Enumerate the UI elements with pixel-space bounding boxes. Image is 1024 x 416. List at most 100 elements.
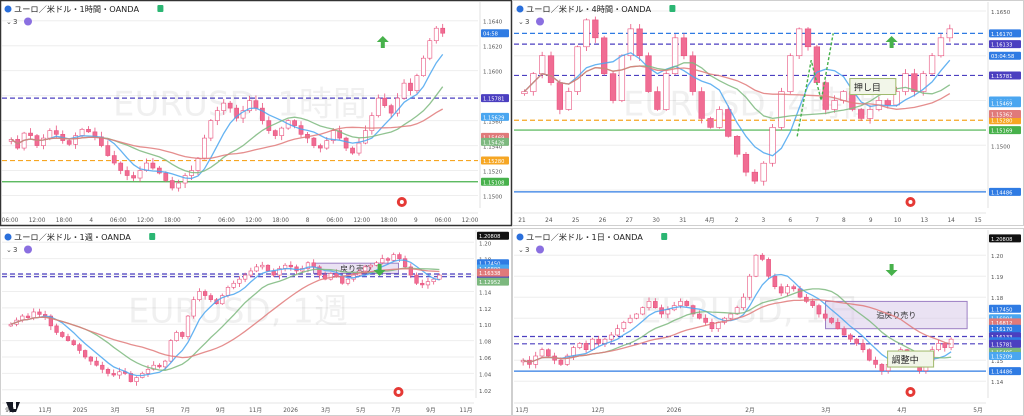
candle-body (118, 162, 124, 171)
price-tag[interactable] (989, 109, 1021, 118)
price-tag[interactable] (989, 234, 1021, 243)
panel-title[interactable]: ユーロ／米ドル・4時間・OANDA (526, 4, 651, 14)
us-event-dot-icon (399, 200, 404, 204)
x-tick-label: 13 (921, 218, 929, 224)
indicator-icon[interactable] (536, 245, 544, 254)
price-tag[interactable] (481, 112, 509, 121)
flag-icon[interactable] (669, 5, 676, 12)
candle-body (237, 278, 242, 284)
candle-body (615, 328, 620, 336)
chart-panel-d1: EURUSD, 1日追戻り売り調整中1.141.151.161.171.181.… (512, 228, 1024, 416)
price-tag[interactable] (989, 71, 1021, 80)
candle-body (760, 162, 767, 182)
price-tag[interactable] (989, 318, 1021, 327)
annotation-box[interactable] (887, 350, 935, 368)
panel-title[interactable]: ユーロ／米ドル・1日・OANDA (526, 232, 643, 242)
candle-body (645, 55, 652, 92)
x-tick-label: 5月 (146, 407, 156, 414)
flag-icon[interactable] (157, 5, 164, 12)
candle-body (272, 130, 278, 136)
candle-body (547, 55, 555, 83)
candle-body (433, 27, 439, 42)
price-tag[interactable] (989, 352, 1021, 360)
candle-body (362, 266, 368, 272)
candle-body (157, 364, 162, 368)
indicator-count[interactable]: 3 (525, 18, 529, 26)
candle-body (305, 262, 311, 269)
panel-title[interactable]: ユーロ／米ドル・1週・OANDA (14, 232, 131, 242)
collapse-chevron-icon[interactable]: ⌄ (518, 246, 524, 254)
indicator-count[interactable]: 3 (13, 18, 17, 26)
y-tick-label: 1.02 (479, 389, 491, 395)
candle-body (854, 338, 860, 344)
price-tag[interactable] (989, 99, 1021, 108)
price-tag[interactable] (989, 40, 1021, 49)
candle-body (697, 313, 702, 319)
candle-body (328, 273, 333, 280)
price-tag[interactable] (477, 277, 509, 286)
symbol-icon[interactable] (4, 5, 12, 13)
collapse-chevron-icon[interactable]: ⌄ (6, 18, 12, 26)
candle-body (265, 264, 271, 272)
flag-icon[interactable] (149, 233, 156, 240)
price-tag[interactable] (481, 137, 509, 146)
candle-body (163, 172, 169, 181)
indicator-count[interactable]: 3 (13, 246, 17, 254)
candle-body (317, 145, 323, 149)
price-tag[interactable] (481, 156, 509, 165)
price-tag[interactable] (989, 324, 1021, 333)
arrow-up-icon (885, 36, 898, 48)
indicator-icon[interactable] (24, 17, 32, 26)
collapse-chevron-icon[interactable]: ⌄ (6, 246, 12, 254)
candle-body (778, 286, 784, 294)
candle-body (282, 264, 288, 269)
candle-body (556, 82, 564, 110)
price-tag[interactable] (989, 367, 1021, 376)
candle-body (640, 307, 646, 315)
candle-body (260, 264, 265, 268)
indicator-icon[interactable] (536, 17, 544, 26)
symbol-icon[interactable] (4, 233, 12, 241)
price-tag[interactable] (989, 126, 1021, 135)
price-tag[interactable] (989, 339, 1021, 348)
flag-icon[interactable] (661, 233, 668, 240)
candle-body (271, 270, 276, 276)
price-tag[interactable] (481, 177, 509, 186)
y-tick-label: 1.1600 (483, 70, 503, 76)
price-tag[interactable] (477, 268, 509, 277)
price-tag[interactable] (989, 116, 1021, 125)
x-tick-label: 25 (572, 218, 580, 224)
us-event-dot-icon (396, 390, 401, 394)
candle-body (202, 137, 207, 159)
candle-body (574, 46, 581, 92)
annotation-box[interactable] (849, 78, 897, 96)
candle-body (698, 91, 705, 119)
x-tick-label: 12:00 (462, 218, 479, 224)
indicator-count[interactable]: 3 (525, 246, 529, 254)
x-tick-label: 10 (894, 218, 902, 224)
price-tag[interactable] (989, 51, 1021, 60)
price-tag-label: 1.20808 (991, 237, 1012, 243)
zone-label: 戻り売り (340, 263, 372, 273)
symbol-icon[interactable] (516, 5, 524, 13)
x-tick-label: 11月 (38, 407, 51, 414)
symbol-icon[interactable] (516, 233, 524, 241)
candle-body (618, 55, 626, 101)
y-tick-label: 1.1640 (483, 20, 503, 26)
panel-title[interactable]: ユーロ／米ドル・1時間・OANDA (14, 4, 139, 14)
candle-body (751, 171, 758, 182)
price-tag[interactable] (477, 231, 509, 240)
candle-body (663, 73, 670, 110)
price-tag[interactable] (481, 94, 509, 103)
candle-body (317, 266, 322, 276)
price-tag[interactable] (989, 304, 1021, 313)
collapse-chevron-icon[interactable]: ⌄ (518, 18, 524, 26)
price-tag-label: 1.15629 (483, 115, 504, 121)
indicator-icon[interactable] (24, 245, 32, 254)
price-tag[interactable] (989, 29, 1021, 38)
price-tag[interactable] (989, 187, 1021, 196)
price-tag-label: 1.15469 (991, 102, 1012, 108)
price-tag[interactable] (481, 29, 509, 38)
candle-body (747, 275, 753, 298)
candle-body (162, 360, 168, 368)
